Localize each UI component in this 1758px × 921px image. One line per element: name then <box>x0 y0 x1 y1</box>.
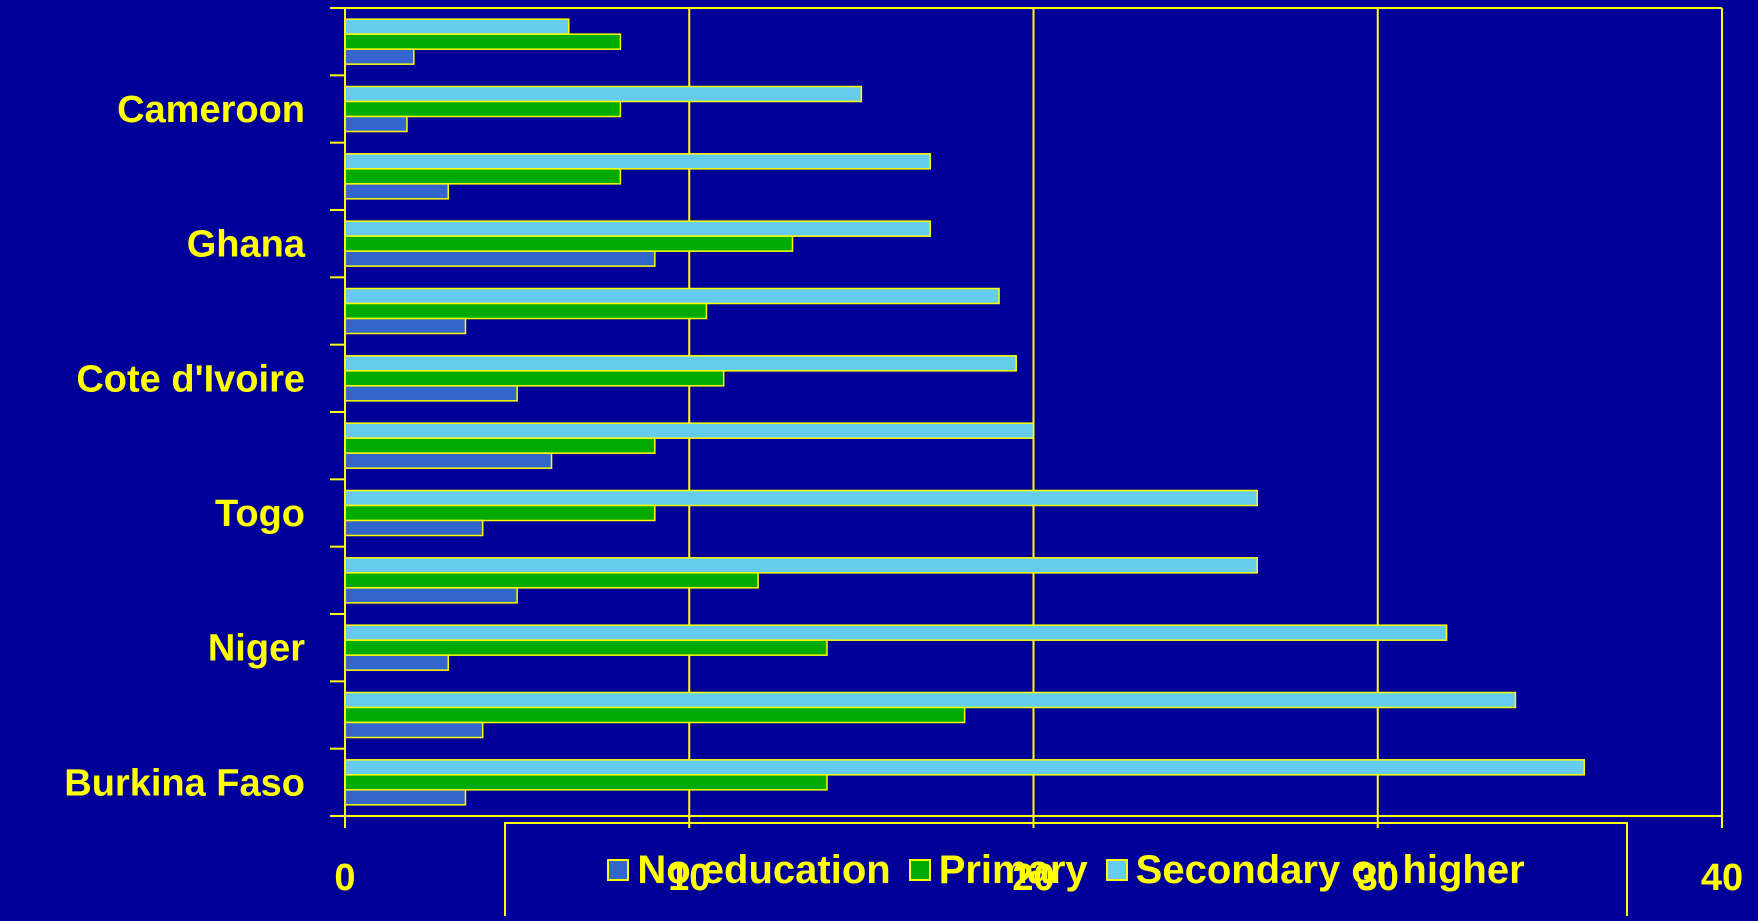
legend-entry-secondary: Secondary or higher <box>1105 847 1525 893</box>
bar-secondary-or-higher <box>344 220 931 237</box>
bar-secondary-or-higher <box>344 624 1448 641</box>
legend: No education Primary Secondary or higher <box>504 822 1628 916</box>
category-label: Cote d'Ivoire <box>76 358 305 400</box>
category-label: Niger <box>208 628 305 670</box>
legend-swatch-secondary-or-higher <box>1105 859 1128 881</box>
bar-secondary-or-higher <box>344 287 1000 305</box>
legend-swatch-no-education <box>607 859 630 881</box>
x-tick-label: 40 <box>1701 857 1743 899</box>
bar-primary <box>344 33 622 50</box>
bar-secondary-or-higher <box>344 489 1259 507</box>
bar-no-education <box>344 789 467 806</box>
legend-swatch-primary <box>908 859 931 881</box>
bar-no-education <box>344 452 553 469</box>
category-label: Ghana <box>187 224 306 266</box>
x-tick-label: 10 <box>668 857 710 899</box>
category-label: Togo <box>215 493 305 535</box>
x-tick-labels: 0 10 20 30 40 <box>334 857 1743 899</box>
bar-no-education <box>344 48 415 65</box>
bar-primary <box>344 168 622 185</box>
bar-no-education <box>344 385 518 402</box>
bar-secondary-or-higher <box>344 422 1035 439</box>
bar-no-education <box>344 654 450 671</box>
bar-no-education <box>344 250 656 267</box>
bar-primary <box>344 774 828 791</box>
bar-no-education <box>344 317 467 335</box>
bar-secondary-or-higher <box>344 759 1586 776</box>
bar-primary <box>344 100 622 118</box>
bar-primary <box>344 504 656 522</box>
legend-entry-primary: Primary <box>908 847 1088 893</box>
bar-secondary-or-higher <box>344 85 863 103</box>
bar-primary <box>344 706 966 724</box>
legend-label-no-education: No education <box>637 847 891 892</box>
axes <box>330 7 1723 828</box>
x-tick-label: 20 <box>1012 857 1054 899</box>
x-tick-label: 0 <box>334 857 355 899</box>
bar-secondary-or-higher <box>344 18 570 35</box>
bar-no-education <box>344 721 484 739</box>
bar-secondary-or-higher <box>344 355 1018 372</box>
bar-no-education <box>344 115 408 133</box>
bar-secondary-or-higher <box>344 153 931 170</box>
bar-no-education <box>344 183 450 200</box>
legend-label-primary: Primary <box>938 847 1088 892</box>
bar-primary <box>344 572 759 589</box>
bar-no-education <box>344 587 518 604</box>
bar-primary <box>344 302 708 320</box>
bar-no-education <box>344 519 484 537</box>
bar-secondary-or-higher <box>344 557 1259 574</box>
category-label: Burkina Faso <box>64 762 305 804</box>
bar-group <box>344 18 1586 806</box>
category-label: Cameroon <box>117 89 305 131</box>
x-tick-label: 30 <box>1357 857 1399 899</box>
bar-primary <box>344 370 725 387</box>
category-labels: Cameroon Ghana Cote d'Ivoire Togo Niger Burki… <box>64 89 306 804</box>
grid-lines <box>345 7 1723 816</box>
legend-label-secondary-or-higher: Secondary or higher <box>1135 847 1525 892</box>
bar-primary <box>344 639 828 656</box>
bar-primary <box>344 437 656 454</box>
legend-entry-no-education: No education <box>607 847 891 893</box>
bar-primary <box>344 235 794 252</box>
bar-secondary-or-higher <box>344 691 1517 709</box>
